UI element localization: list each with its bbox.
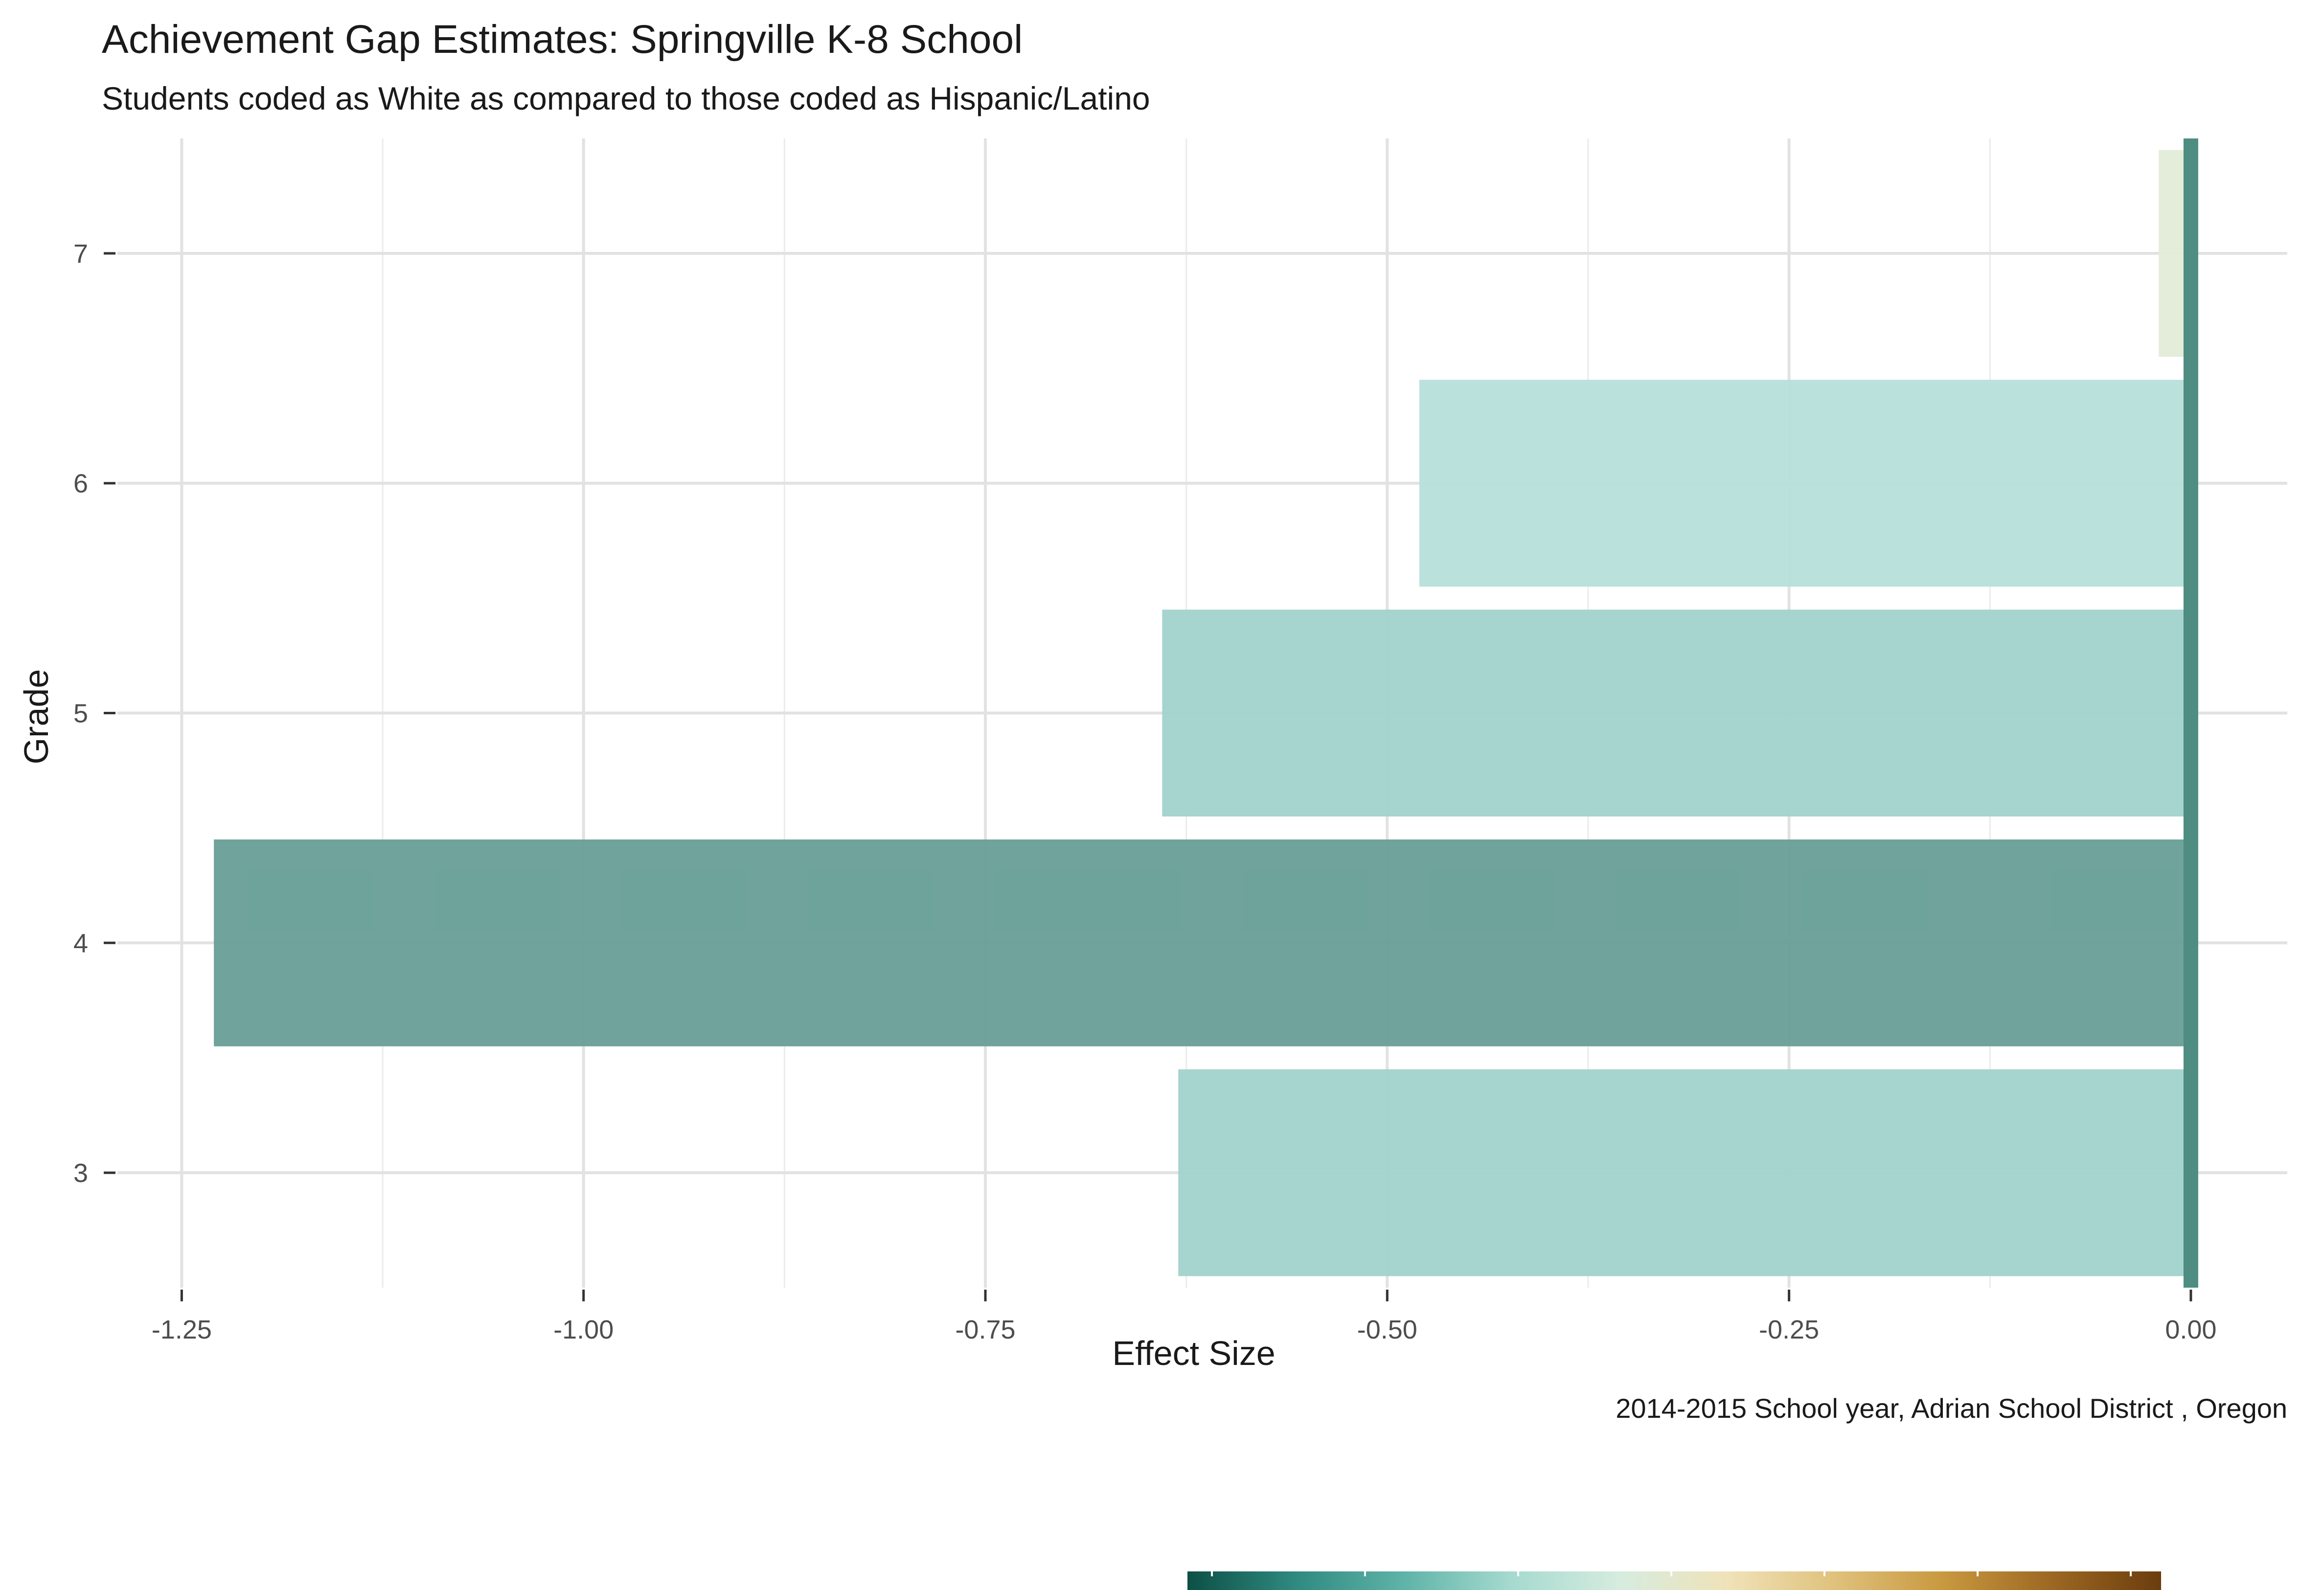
bar-grade-6: [1419, 380, 2191, 587]
bar-grade-4: [214, 839, 2191, 1046]
y-axis-title: Grade: [17, 669, 55, 765]
chart-subtitle: Students coded as White as compared to t…: [102, 80, 1150, 116]
colorbar: [1187, 1571, 2161, 1590]
x-tick-label: -0.25: [1759, 1315, 1819, 1344]
y-tick-label: 7: [73, 239, 88, 269]
x-tick-label: -0.75: [955, 1315, 1015, 1344]
chart-caption: 2014-2015 School year, Adrian School Dis…: [1616, 1393, 2287, 1424]
y-axis-ticks: 3 4 5 6 7: [73, 239, 115, 1188]
x-axis-ticks: -1.25 -1.00 -0.75 -0.50 -0.25 0.00: [152, 1290, 2216, 1344]
y-tick-label: 5: [73, 699, 88, 728]
chart-title: Achievement Gap Estimates: Springville K…: [102, 17, 1023, 62]
bar-grade-5: [1162, 610, 2191, 817]
bars: [214, 150, 2191, 1276]
x-tick-label: -1.00: [553, 1315, 614, 1344]
y-tick-label: 3: [73, 1158, 88, 1188]
y-tick-label: 6: [73, 469, 88, 499]
x-tick-label: 0.00: [2165, 1315, 2216, 1344]
x-tick-label: -0.50: [1357, 1315, 1417, 1344]
y-tick-label: 4: [73, 929, 88, 958]
bar-grade-3: [1178, 1069, 2191, 1276]
x-axis-title: Effect Size: [1112, 1334, 1275, 1372]
x-tick-label: -1.25: [152, 1315, 212, 1344]
colorbar-legend: [1187, 1571, 2161, 1590]
